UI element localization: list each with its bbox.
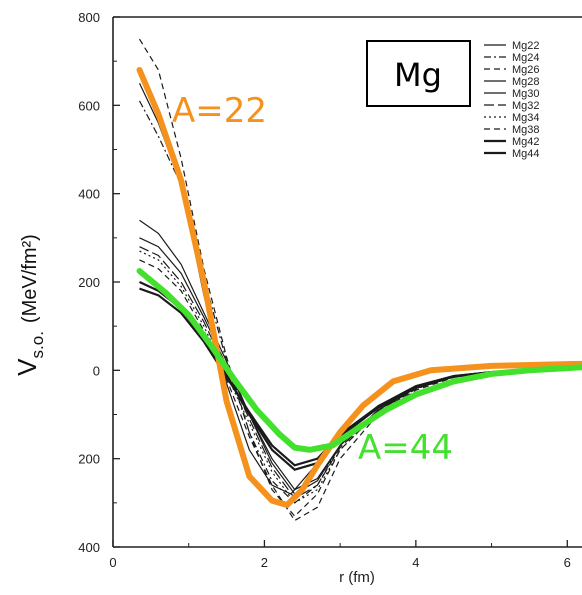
legend-entry-label: Mg38 (512, 124, 540, 136)
x-tick-label: 2 (261, 555, 268, 570)
title-box-frame (366, 40, 471, 107)
legend-entry-label: Mg42 (512, 136, 540, 148)
series-line-mg32 (139, 246, 582, 500)
y-axis-title-main: V (12, 358, 42, 376)
title-box: Mg (366, 40, 471, 107)
y-tick-label: 0 (93, 363, 100, 378)
highlight-group (136, 67, 582, 508)
highlight-line-a22 (136, 67, 582, 508)
highlight-line-a44 (136, 268, 582, 453)
x-tick-label: 6 (564, 555, 571, 570)
legend-entry-label: Mg34 (512, 112, 540, 124)
y-tick-label: 400 (78, 540, 100, 555)
ticks-group: 800 600 400 200 0 200 400 0 2 4 6 (78, 10, 571, 570)
y-tick-label: 800 (78, 10, 100, 25)
chart-title: Mg (394, 56, 442, 94)
legend-entry-label: Mg28 (512, 76, 540, 88)
y-tick-label: 400 (78, 187, 100, 202)
legend-entry-label: Mg22 (512, 40, 540, 52)
annotation-a22: A=22 (172, 91, 267, 131)
y-axis-title-unit: (MeV/fm²) (19, 234, 41, 323)
legend-entry-label: Mg44 (512, 148, 540, 160)
x-tick-label: 0 (109, 555, 116, 570)
y-tick-label: 200 (78, 275, 100, 290)
y-axis-title-sub: s.o. (28, 331, 47, 358)
y-axis-title: Vs.o. (MeV/fm²) (12, 234, 47, 376)
legend-entry-label: Mg32 (512, 100, 540, 112)
svg-text:Vs.o.(MeV/fm²): Vs.o. (MeV/fm²) (12, 234, 47, 376)
legend-entry-label: Mg24 (512, 52, 540, 64)
legend-entry-label: Mg30 (512, 88, 540, 100)
y-tick-label: 200 (78, 452, 100, 467)
series-line-mg26 (138, 38, 582, 517)
annotation-a44: A=44 (358, 428, 453, 468)
y-tick-label: 600 (78, 98, 100, 113)
legend-entry-label: Mg26 (512, 64, 540, 76)
x-axis-title: r (fm) (339, 569, 375, 586)
x-tick-label: 4 (412, 555, 419, 570)
